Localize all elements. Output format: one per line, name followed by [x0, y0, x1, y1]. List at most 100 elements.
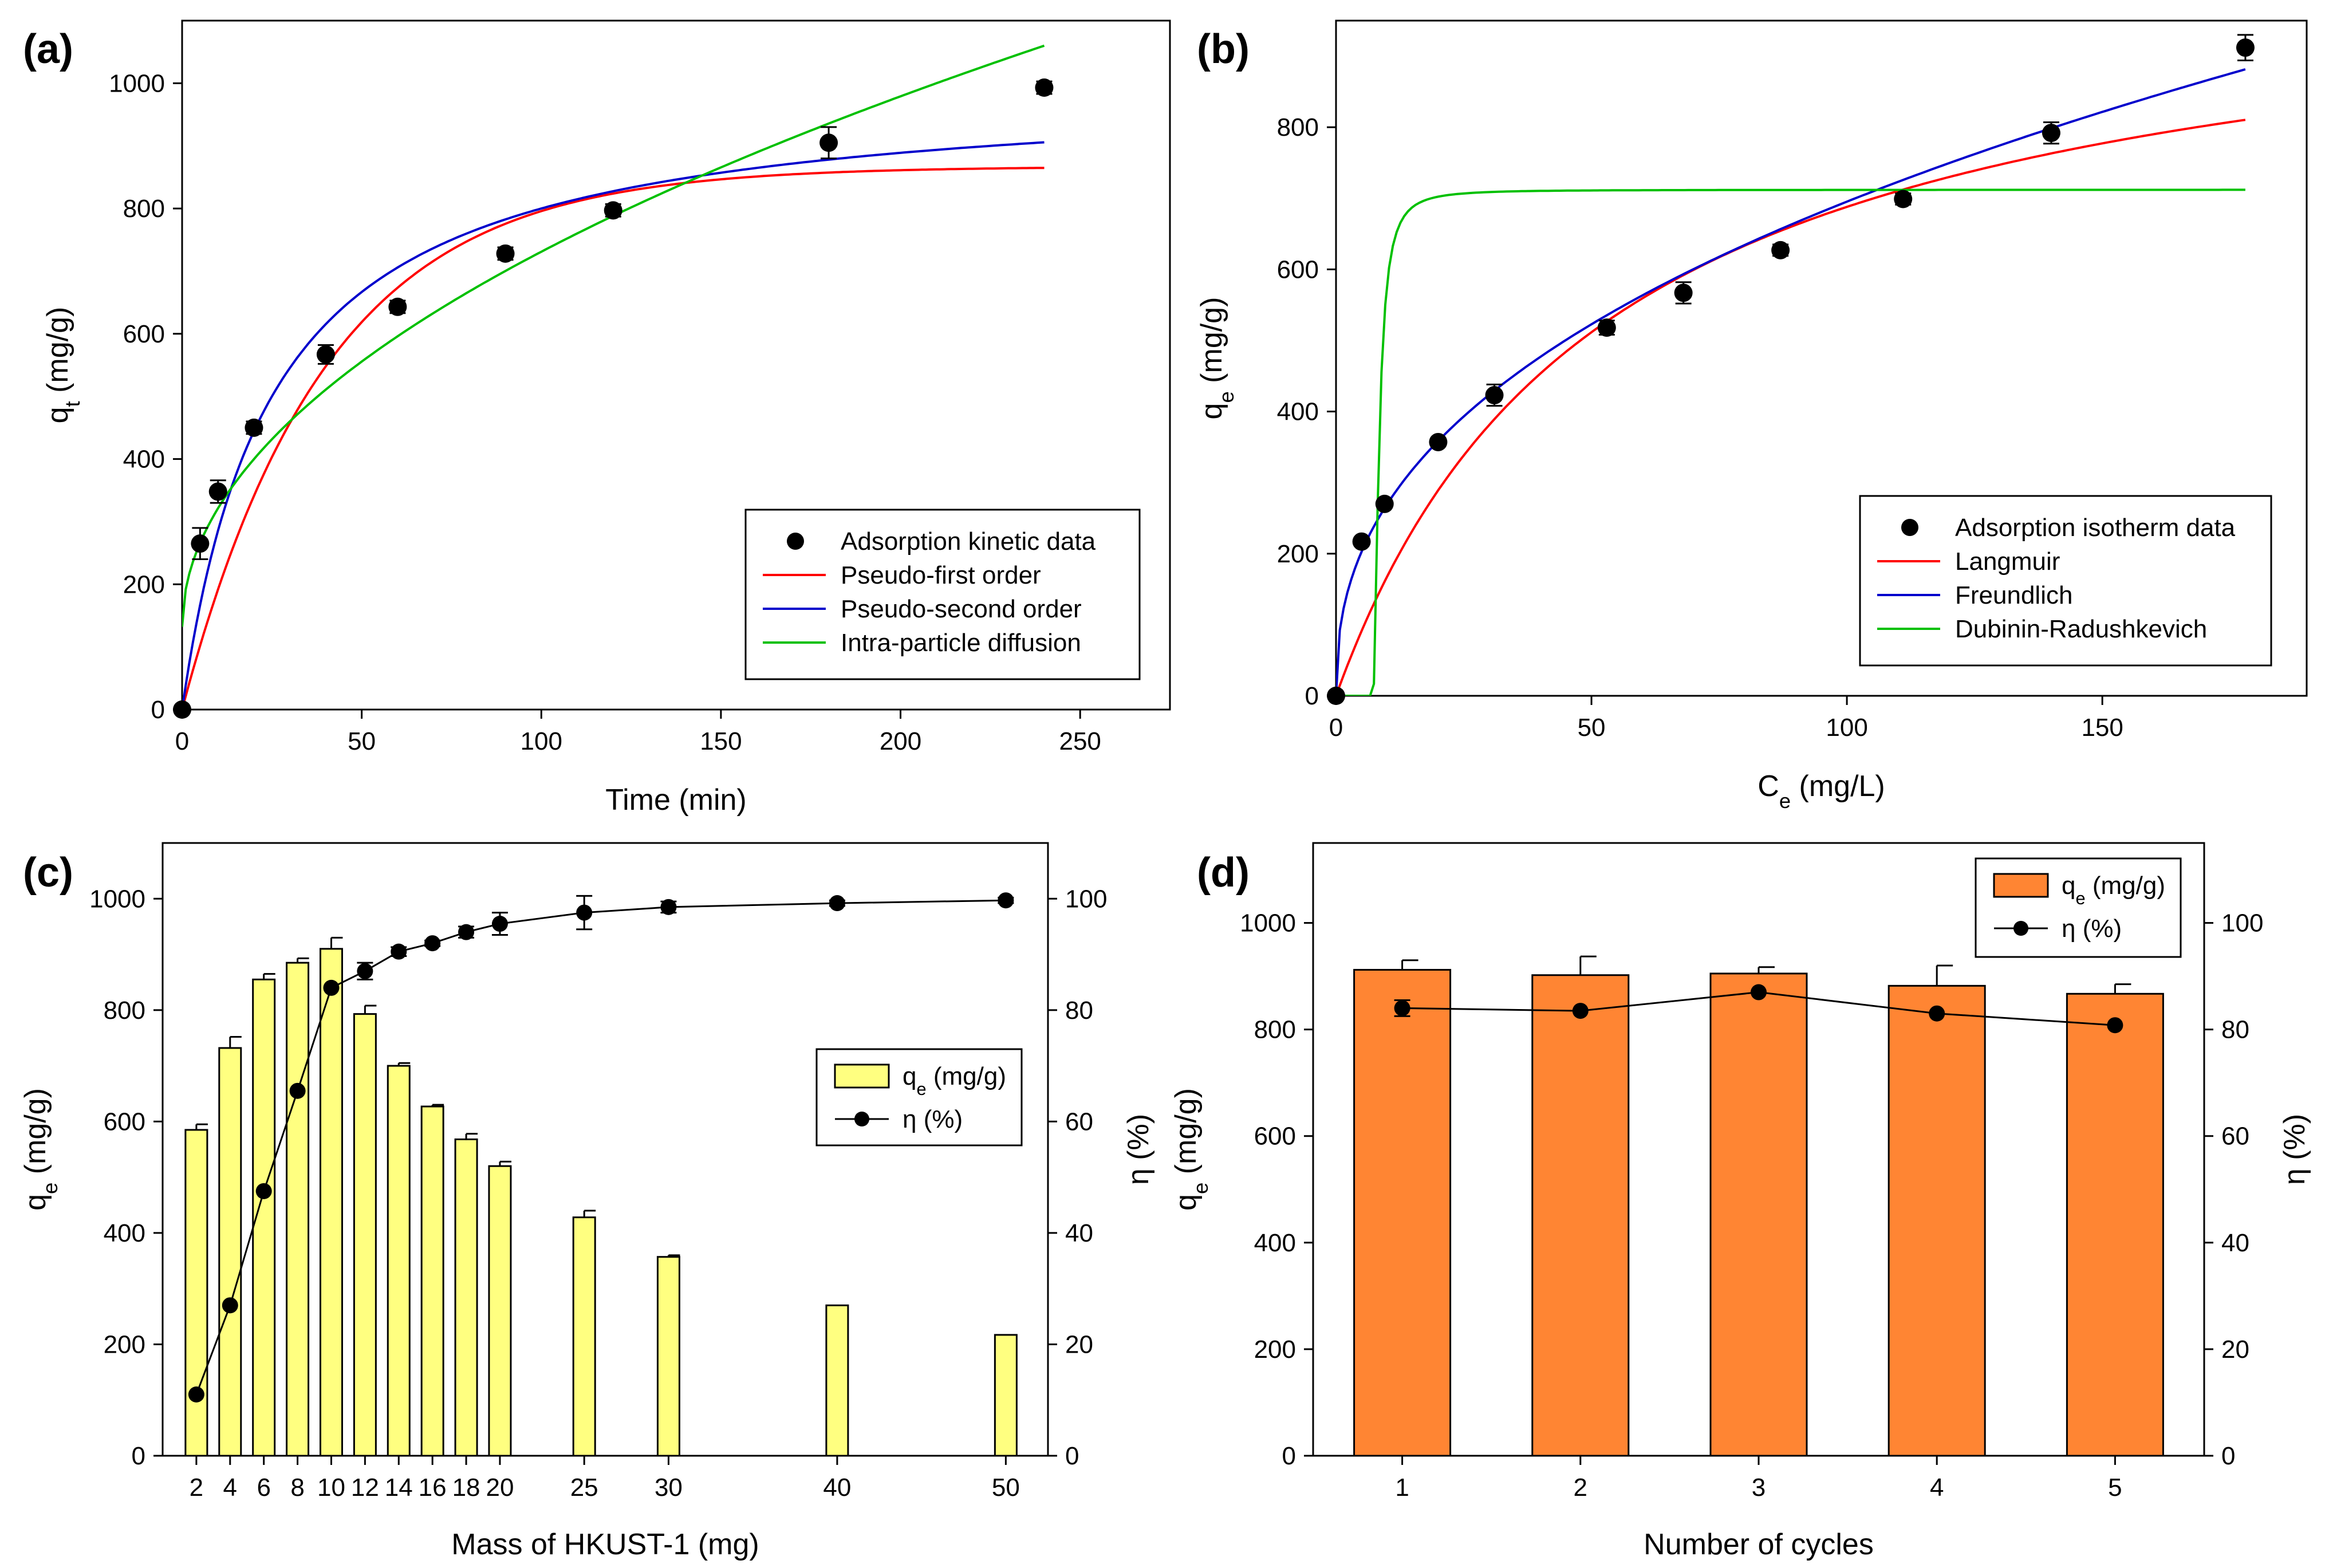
y2-tick-label: 20 [1065, 1330, 1093, 1358]
bar [387, 1065, 411, 1457]
efficiency-point [1394, 1000, 1410, 1017]
legend-marker [787, 533, 804, 550]
efficiency-point [829, 895, 845, 912]
plot-frame [1335, 19, 2308, 697]
panel-c: (c) 0 200 400 600 800 1000 0 20 40 60 80 100 2 4 6 8 10 12… [19, 842, 1155, 1561]
data-point [316, 345, 335, 364]
x-axis-title: Ce (mg/L) [1757, 770, 1885, 813]
legend-label: Dubinin-Radushkevich [1955, 615, 2207, 643]
y-tick-label: 200 [123, 570, 165, 598]
y-axis-title: qe (mg/g) [1169, 1088, 1212, 1211]
model-curve [182, 141, 1045, 710]
legend-label: Pseudo-second order [841, 595, 1082, 623]
data-point [819, 133, 838, 152]
data-point [1771, 241, 1790, 259]
legend-marker [2013, 921, 2028, 936]
y2-tick-label: 40 [1065, 1219, 1093, 1247]
y-tick-label: 600 [123, 320, 165, 348]
y2-tick-label: 80 [1065, 996, 1093, 1025]
y2-tick-label: 40 [2221, 1229, 2249, 1257]
y-tick-label: 1000 [109, 69, 165, 97]
efficiency-point [2107, 1017, 2123, 1034]
y-tick-label: 600 [1277, 255, 1319, 283]
x-tick-label: 10 [317, 1474, 345, 1502]
x-axis-title: Time (min) [605, 783, 747, 817]
panel-label: (c) [23, 850, 73, 896]
x-tick-label: 30 [655, 1474, 683, 1502]
x-tick-label: 16 [419, 1474, 447, 1502]
data-point [208, 482, 227, 501]
efficiency-point [458, 924, 475, 940]
efficiency-point [323, 979, 340, 996]
x-tick-label: 14 [385, 1474, 413, 1502]
data-point [496, 244, 515, 263]
bar [218, 1047, 242, 1457]
efficiency-point [255, 1183, 272, 1199]
x-tick-label: 2 [190, 1474, 203, 1502]
y-tick-label: 400 [123, 446, 165, 474]
legend: Adsorption kinetic data Pseudo-first orde… [744, 509, 1141, 680]
x-tick-label: 20 [486, 1474, 514, 1502]
y-tick-label: 400 [1254, 1229, 1296, 1257]
panel-b: (b) 0 50 100 150 0 200 400 600 800 Ce (mg/L) qe (mg… [1195, 19, 2308, 813]
legend-label: Intra-particle diffusion [841, 629, 1081, 657]
data-point [1674, 283, 1693, 302]
y-tick-label: 400 [1277, 398, 1319, 426]
panel-a: (a) 0 50 100 150 200 250 0 200 400 600 800 1000 Time … [23, 19, 1171, 817]
data-point [1485, 386, 1504, 405]
legend-label: Langmuir [1955, 547, 2060, 576]
panel-label: (b) [1197, 26, 1250, 72]
data-point [1597, 318, 1616, 337]
y-tick-label: 200 [104, 1330, 145, 1358]
x-tick-label: 0 [175, 727, 189, 755]
y2-tick-label: 80 [2221, 1016, 2249, 1044]
panel-d: (d) 0 200 400 600 800 1000 0 20 40 60 80 100 1 2 3 4 5 Num… [1169, 842, 2311, 1561]
y-tick-label: 0 [151, 696, 165, 724]
bar [572, 1216, 596, 1457]
bar [184, 1129, 208, 1457]
y-tick-label: 200 [1254, 1335, 1296, 1364]
legend-marker [1901, 519, 1918, 536]
x-tick-label: 0 [1329, 714, 1343, 742]
x-tick-label: 200 [880, 727, 921, 755]
x-tick-label: 2 [1574, 1474, 1587, 1502]
bar [656, 1256, 680, 1457]
data-point [2042, 124, 2060, 143]
x-tick-label: 4 [1930, 1474, 1944, 1502]
legend: Adsorption isotherm data Langmuir Freundli… [1859, 495, 2272, 667]
x-tick-label: 50 [1578, 714, 1606, 742]
data-point [1375, 494, 1394, 513]
x-tick-label: 18 [452, 1474, 480, 1502]
y-tick-label: 1000 [89, 885, 145, 913]
y-tick-label: 400 [104, 1219, 145, 1247]
x-tick-label: 100 [1826, 714, 1867, 742]
data-point [1035, 78, 1054, 97]
efficiency-point [289, 1082, 306, 1099]
model-curve [182, 167, 1045, 710]
y-axis-title: qt (mg/g) [41, 307, 84, 424]
y-tick-label: 800 [123, 195, 165, 223]
efficiency-point [660, 899, 677, 915]
plot-frame [181, 19, 1171, 711]
x-tick-label: 3 [1752, 1474, 1766, 1502]
data-point [1327, 687, 1345, 705]
panel-label: (a) [23, 26, 73, 72]
data-point [1894, 190, 1913, 208]
efficiency-point [1751, 984, 1767, 1000]
y-tick-label: 800 [104, 996, 145, 1025]
x-tick-label: 1 [1395, 1474, 1409, 1502]
data-point [1429, 432, 1448, 451]
bar [994, 1334, 1018, 1457]
y-tick-label: 600 [104, 1108, 145, 1136]
efficiency-point [424, 935, 441, 952]
efficiency-line [195, 899, 1006, 1395]
legend-box [744, 509, 1141, 680]
efficiency-point [998, 892, 1014, 909]
bar [454, 1138, 478, 1457]
x-tick-label: 150 [700, 727, 742, 755]
x-axis-title: Number of cycles [1644, 1528, 1874, 1561]
x-tick-label: 50 [348, 727, 376, 755]
y2-tick-label: 0 [2221, 1442, 2235, 1470]
bar [488, 1165, 512, 1457]
